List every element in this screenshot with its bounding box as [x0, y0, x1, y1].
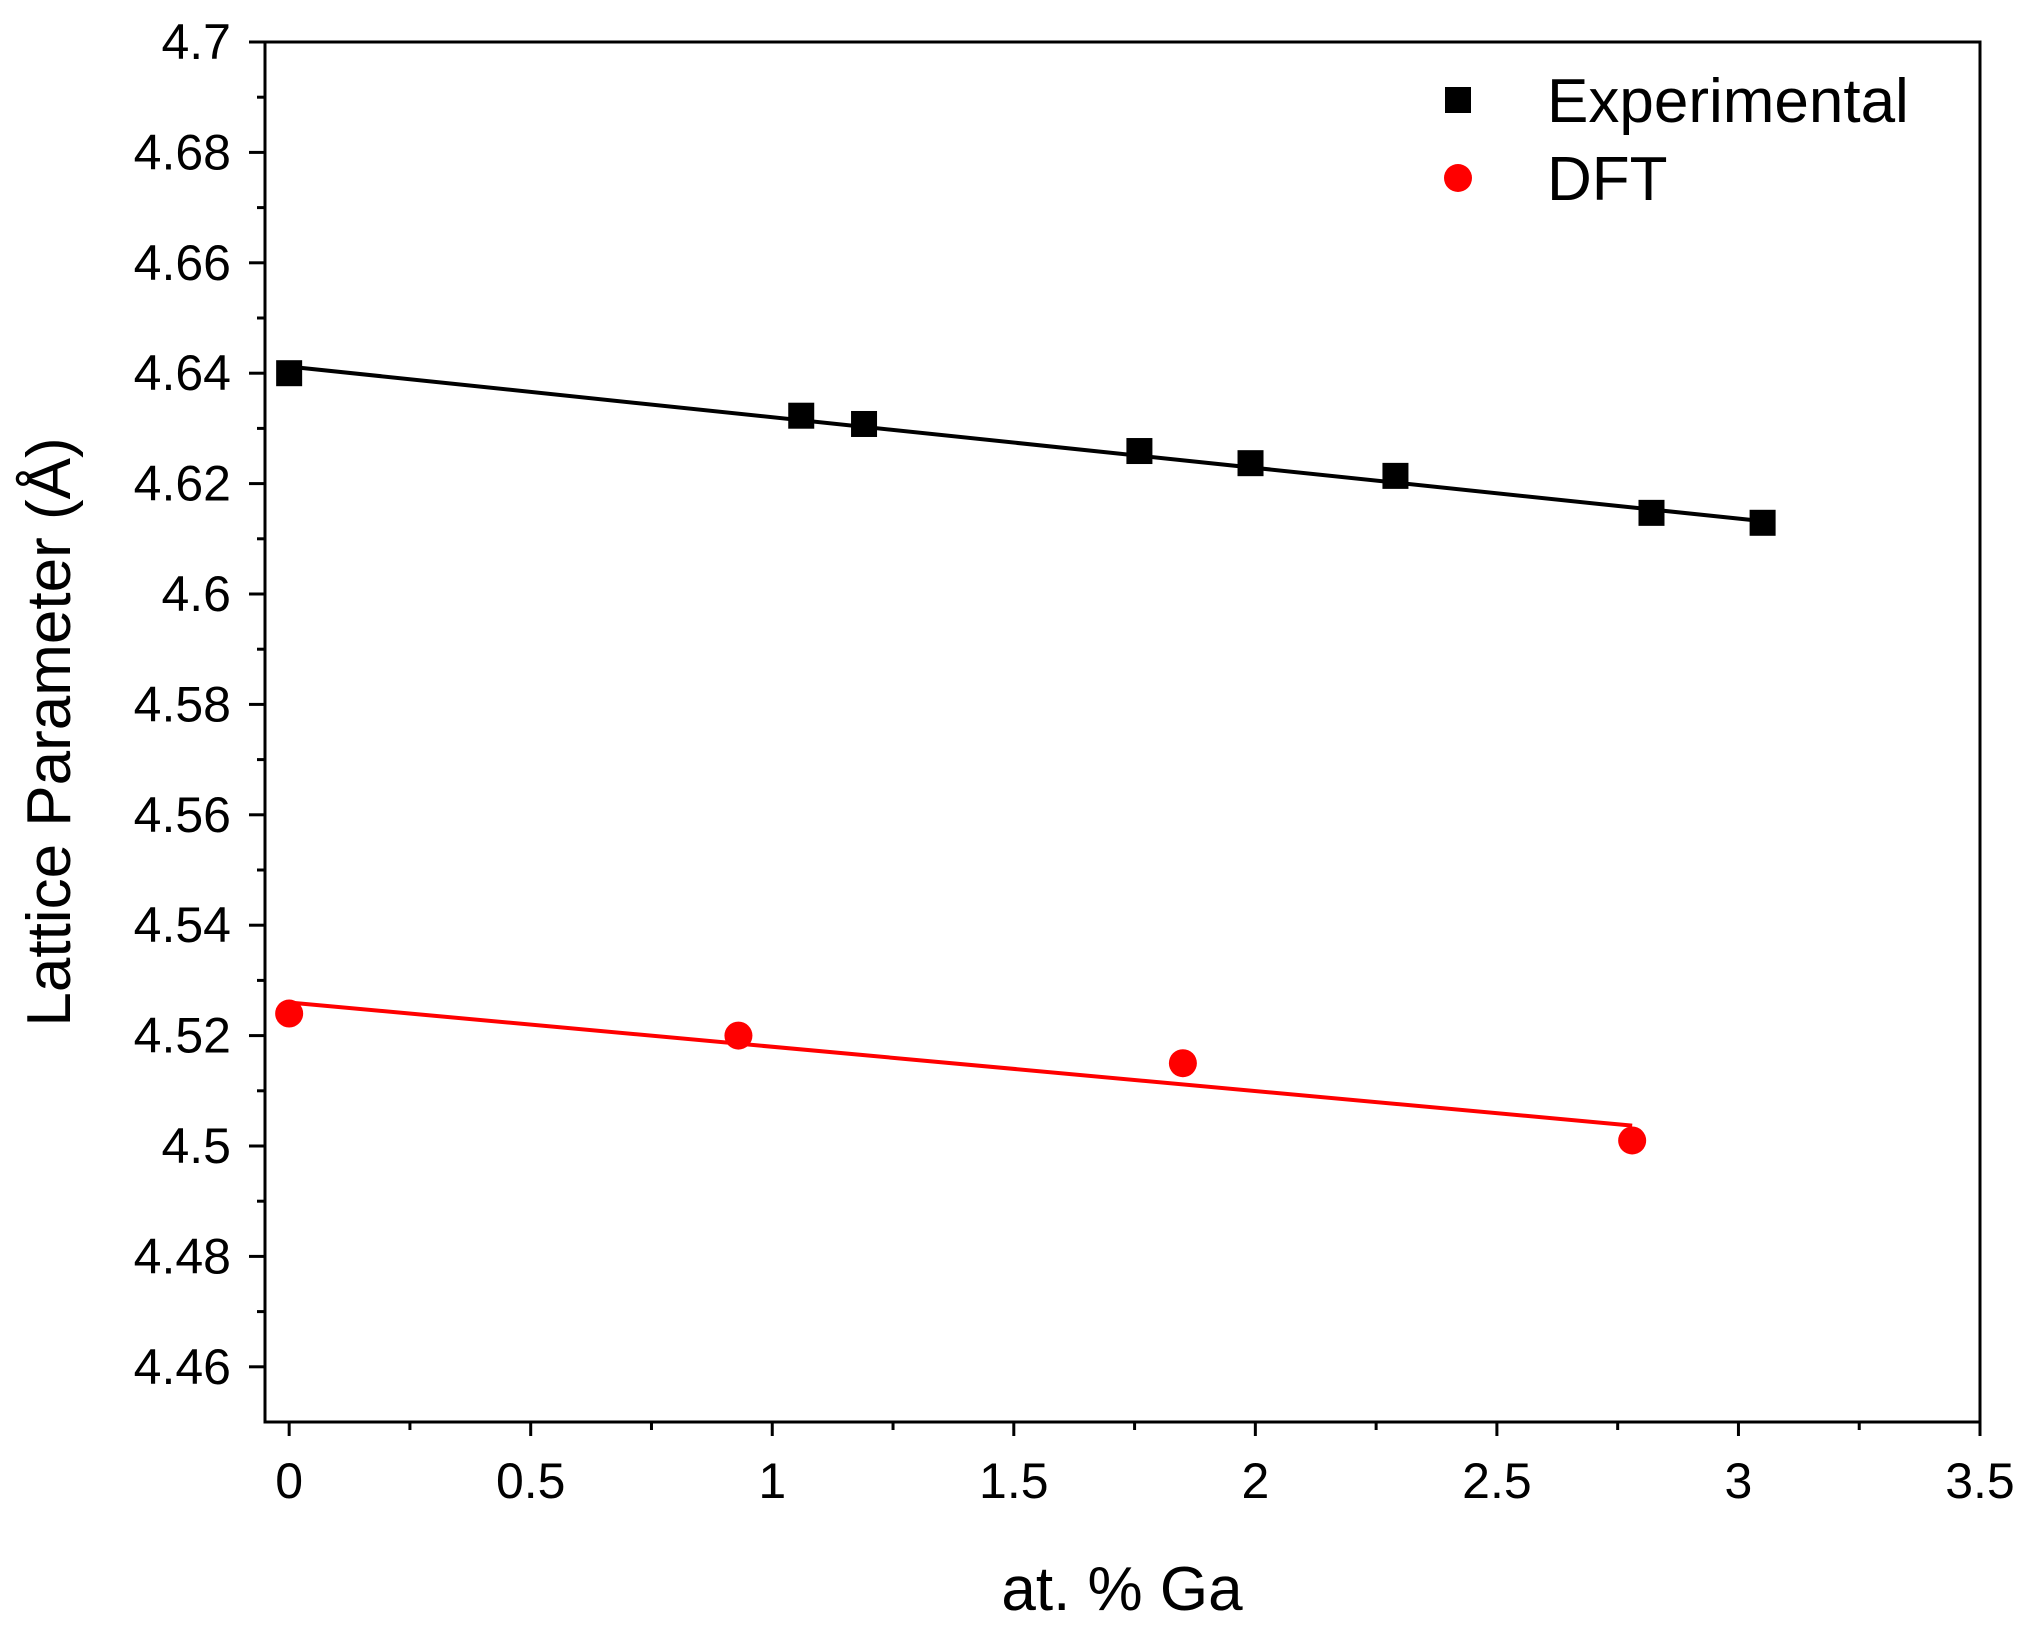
fit-lines: [288, 364, 1763, 1128]
legend: Experimental DFT: [1444, 67, 1909, 214]
experimental-fit-line: [288, 364, 1763, 524]
x-tick-label: 3.5: [1945, 1453, 2015, 1509]
y-tick-label: 4.54: [134, 897, 231, 953]
experimental-point: [1382, 462, 1409, 489]
y-tick-label: 4.6: [161, 566, 231, 622]
y-tick-label: 4.48: [134, 1228, 231, 1284]
experimental-point: [1126, 438, 1153, 465]
plot-frame: [263, 40, 1982, 1424]
y-tick-label: 4.52: [134, 1008, 231, 1064]
experimental-point: [1638, 499, 1665, 526]
x-tick-label: 1.5: [979, 1453, 1049, 1509]
experimental-point: [851, 410, 878, 437]
experimental-point: [1749, 509, 1776, 536]
legend-dft-marker: [1444, 164, 1472, 192]
legend-label: Experimental: [1547, 67, 1909, 136]
experimental-point: [1237, 450, 1264, 477]
dft-fit-line: [288, 1000, 1633, 1128]
y-tick-label: 4.66: [134, 235, 231, 291]
legend-label: DFT: [1547, 145, 1668, 214]
experimental-point: [788, 402, 815, 429]
legend-experimental-marker: [1445, 87, 1471, 113]
y-tick-label: 4.62: [134, 456, 231, 512]
experimental-point: [276, 360, 303, 387]
dft-point: [1618, 1126, 1647, 1155]
x-tick-label: 2.5: [1462, 1453, 1532, 1509]
x-tick-label: 1: [758, 1453, 786, 1509]
y-axis-title: Lattice Parameter (Å): [15, 437, 84, 1026]
dft-point: [724, 1021, 753, 1050]
x-tick-label: 0: [275, 1453, 303, 1509]
y-tick-label: 4.58: [134, 676, 231, 732]
y-tick-label: 4.68: [134, 124, 231, 180]
x-tick-label: 0.5: [496, 1453, 566, 1509]
axis-ticks: 0 0.5 1 1.5 2 2.5 3 3.5 4.46 4.48 4.5 4.52 4.54 4.56 4…: [134, 14, 2015, 1509]
y-tick-label: 4.7: [161, 14, 231, 70]
x-tick-label: 2: [1241, 1453, 1269, 1509]
x-tick-label: 3: [1725, 1453, 1753, 1509]
y-tick-label: 4.64: [134, 345, 231, 401]
data-points: [275, 360, 1776, 1155]
y-tick-label: 4.46: [134, 1339, 231, 1395]
dft-point: [1168, 1049, 1197, 1078]
y-tick-label: 4.56: [134, 787, 231, 843]
x-axis-title: at. % Ga: [1001, 1555, 1243, 1624]
y-tick-label: 4.5: [161, 1118, 231, 1174]
dft-point: [275, 999, 304, 1028]
